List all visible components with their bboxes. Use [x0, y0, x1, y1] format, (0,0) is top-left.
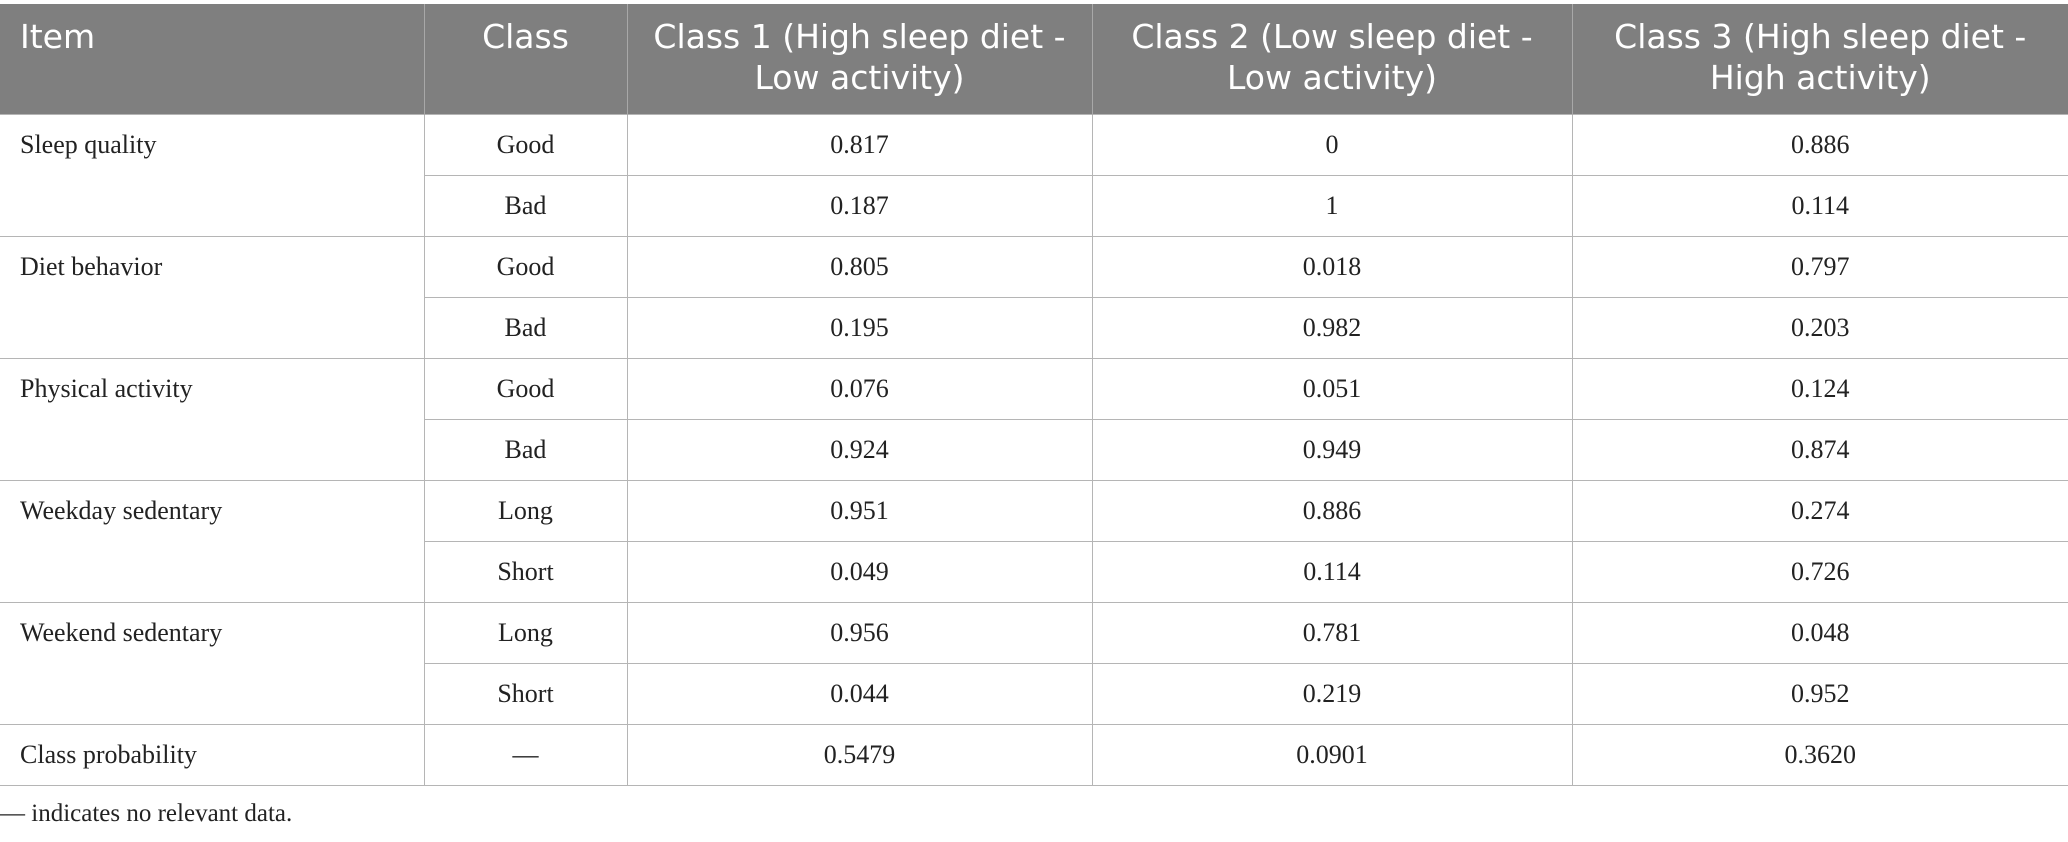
probability-cell: 0.956	[626, 601, 1093, 664]
probability-cell: 0.886	[1091, 479, 1573, 542]
probability-cell: 0.076	[626, 357, 1093, 420]
header-class-2: Class 2 (Low sleep diet - Low activity)	[1092, 4, 1573, 114]
row-item-label: Diet behavior	[0, 235, 425, 359]
table-body: Sleep quality Good 0.817 0 0.886 Bad 0.187 1 0.1…	[0, 113, 2068, 786]
probability-cell: 0.817	[626, 113, 1093, 176]
row-item-label: Weekend sedentary	[0, 601, 425, 725]
probability-cell: 0.797	[1571, 235, 2068, 298]
probability-cell: 0.114	[1091, 540, 1573, 603]
probability-cell: 0.3620	[1571, 723, 2068, 786]
probability-cell: 0.044	[626, 662, 1093, 725]
probability-cell: 1	[1091, 174, 1573, 237]
probability-cell: 0.203	[1571, 296, 2068, 359]
latent-class-table: Item Class Class 1 (High sleep diet - Lo…	[0, 4, 2068, 786]
probability-cell: 0.952	[1571, 662, 2068, 725]
table-footnote: — indicates no relevant data.	[0, 800, 293, 827]
class-category-cell: Bad	[424, 296, 628, 359]
probability-cell: 0.805	[626, 235, 1093, 298]
table-row: Short 0.044 0.219 0.952	[0, 662, 2068, 725]
class-category-cell: Bad	[424, 418, 628, 481]
table-row: Sleep quality Good 0.817 0 0.886	[0, 113, 2068, 237]
header-item: Item	[0, 4, 425, 114]
class-category-cell: Long	[423, 601, 628, 664]
class-category-cell: Good	[423, 357, 628, 420]
class-category-cell: —	[423, 723, 628, 786]
row-item-label: Class probability	[0, 723, 425, 786]
probability-cell: 0.5479	[626, 723, 1093, 786]
probability-cell: 0.949	[1091, 418, 1573, 481]
class-category-cell: Bad	[424, 174, 628, 237]
class-category-cell: Good	[423, 113, 628, 176]
header-class-1: Class 1 (High sleep diet - Low activity)	[627, 4, 1093, 114]
probability-cell: 0.874	[1571, 418, 2068, 481]
probability-cell: 0	[1091, 113, 1573, 176]
table-row: Diet behavior Good 0.805 0.018 0.797	[0, 235, 2068, 359]
class-category-cell: Short	[424, 540, 628, 603]
probability-cell: 0.726	[1571, 540, 2068, 603]
table-header: Item Class Class 1 (High sleep diet - Lo…	[0, 4, 2068, 114]
table-row: Weekday sedentary Long 0.951 0.886 0.274	[0, 479, 2068, 603]
probability-cell: 0.124	[1571, 357, 2068, 420]
header-row: Item Class Class 1 (High sleep diet - Lo…	[0, 4, 2068, 114]
table-row: Bad 0.195 0.982 0.203	[0, 296, 2068, 359]
probability-cell: 0.781	[1091, 601, 1573, 664]
table-row: Class probability —0.5479 0.0901 0.3620	[0, 723, 2068, 786]
probability-cell: 0.982	[1091, 296, 1573, 359]
probability-cell: 0.0901	[1091, 723, 1573, 786]
probability-cell: 0.048	[1571, 601, 2068, 664]
probability-cell: 0.924	[626, 418, 1093, 481]
class-category-cell: Long	[423, 479, 628, 542]
probability-cell: 0.187	[626, 174, 1093, 237]
table-row: Physical activity Good 0.076 0.051 0.124	[0, 357, 2068, 481]
probability-cell: 0.051	[1091, 357, 1573, 420]
table-row: Short 0.049 0.114 0.726	[0, 540, 2068, 603]
probability-cell: 0.951	[626, 479, 1093, 542]
probability-cell: 0.018	[1091, 235, 1573, 298]
row-item-label: Physical activity	[0, 357, 425, 481]
probability-cell: 0.049	[626, 540, 1093, 603]
header-class: Class	[424, 4, 628, 114]
probability-cell: 0.219	[1091, 662, 1573, 725]
class-category-cell: Short	[424, 662, 628, 725]
probability-cell: 0.274	[1571, 479, 2068, 542]
class-category-cell: Good	[423, 235, 628, 298]
table-row: Bad 0.187 1 0.114	[0, 174, 2068, 237]
header-class-3: Class 3 (High sleep diet - High activity…	[1572, 4, 2068, 114]
probability-cell: 0.114	[1571, 174, 2068, 237]
table-row: Weekend sedentary Long 0.956 0.781 0.048	[0, 601, 2068, 725]
table-row: Bad 0.924 0.949 0.874	[0, 418, 2068, 481]
probability-cell: 0.886	[1571, 113, 2068, 176]
probability-cell: 0.195	[626, 296, 1093, 359]
row-item-label: Weekday sedentary	[0, 479, 425, 603]
row-item-label: Sleep quality	[0, 113, 425, 237]
